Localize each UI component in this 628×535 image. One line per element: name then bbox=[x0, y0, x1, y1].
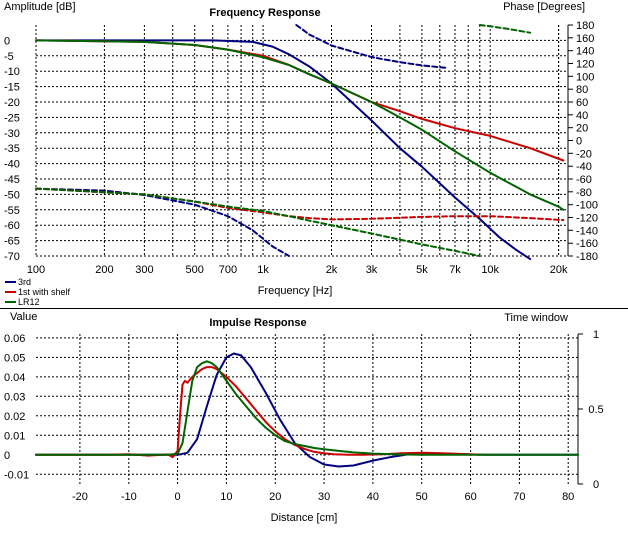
fr-x-tick-label: 3k bbox=[366, 264, 378, 276]
impulse-response-chart: Value Impulse Response Time window Dista… bbox=[4, 311, 604, 524]
fr-y-tick-label: -10 bbox=[4, 66, 20, 78]
fr-y2-tick-label: 160 bbox=[576, 33, 594, 45]
fr-x-tick-label: 500 bbox=[186, 264, 204, 276]
fr-y2-axis-label: Phase [Degrees] bbox=[503, 1, 585, 13]
fr-x-tick-label: 100 bbox=[27, 264, 45, 276]
fr-y-tick-label: -45 bbox=[4, 174, 20, 186]
ir-x-tick-label: 0 bbox=[175, 491, 181, 503]
fr-y2-tick-label: 180 bbox=[576, 20, 594, 32]
fr-y2-tick-label: 40 bbox=[576, 110, 588, 122]
fr-y2-tick-label: 100 bbox=[576, 71, 594, 83]
fr-y-axis-label: Amplitude [dB] bbox=[4, 1, 76, 13]
fr-series-3rd-phase-wrapped bbox=[295, 24, 449, 69]
legend-entry-lr12: LR12 bbox=[18, 297, 40, 307]
ir-y-tick-label: 0.06 bbox=[4, 333, 25, 345]
fr-y2-tick-label: 140 bbox=[576, 46, 594, 58]
fr-x-tick-label: 7k bbox=[449, 264, 461, 276]
fr-title: Frequency Response bbox=[209, 7, 320, 19]
ir-y2-axis-label: Time window bbox=[504, 312, 568, 324]
fr-y2-tick-label: 20 bbox=[576, 123, 588, 135]
fr-y-tick-label: -35 bbox=[4, 143, 20, 155]
fr-series-1st-with-shelf bbox=[35, 39, 565, 162]
fr-series-lr12-phase-wrapped bbox=[478, 24, 532, 34]
fr-x-tick-label: 5k bbox=[416, 264, 428, 276]
ir-x-tick-label: 30 bbox=[318, 491, 330, 503]
ir-x-tick-label: 40 bbox=[367, 491, 379, 503]
fr-grid bbox=[35, 25, 569, 257]
ir-x-tick-label: 10 bbox=[220, 491, 232, 503]
fr-series-3rd bbox=[35, 39, 532, 261]
ir-x-tick-label: -20 bbox=[72, 491, 88, 503]
ir-x-tick-label: 70 bbox=[513, 491, 525, 503]
fr-y-tick-label: -40 bbox=[4, 159, 20, 171]
ir-x-tick-label: -10 bbox=[121, 491, 137, 503]
ir-x-axis-label: Distance [cm] bbox=[271, 512, 338, 524]
ir-x-tick-label: 20 bbox=[269, 491, 281, 503]
fr-y-tick-label: -30 bbox=[4, 128, 20, 140]
fr-y2-tick-label: -140 bbox=[576, 225, 598, 237]
fr-y-tick-label: -20 bbox=[4, 97, 20, 109]
fr-x-tick-label: 2k bbox=[326, 264, 338, 276]
ir-y-tick-label: -0.01 bbox=[4, 469, 29, 481]
fr-x-tick-label: 300 bbox=[135, 264, 153, 276]
fr-y-tick-label: -55 bbox=[4, 205, 20, 217]
legend-entry-3rd: 3rd bbox=[18, 277, 31, 287]
ir-y2-tick-label: 0 bbox=[593, 479, 599, 491]
fr-x-axis-label: Frequency [Hz] bbox=[258, 285, 333, 297]
ir-x-tick-label: 80 bbox=[562, 491, 574, 503]
fr-y2-tick-label: -180 bbox=[576, 251, 598, 263]
fr-legend: 3rd 1st with shelf LR12 bbox=[5, 277, 71, 307]
fr-x-tick-label: 700 bbox=[219, 264, 237, 276]
fr-series-lr12-phase bbox=[35, 187, 481, 257]
fr-tick-labels: 0 -5 -10 -15 -20 -25 -30 -35 -40 -45 -50 -55 -60 -65 -… bbox=[4, 20, 598, 276]
legend-entry-1st-with-shelf: 1st with shelf bbox=[18, 287, 71, 297]
ir-y-tick-label: 0.02 bbox=[4, 411, 25, 423]
ir-grid bbox=[36, 334, 579, 484]
fr-x-tick-label: 10k bbox=[481, 264, 499, 276]
fr-y2-tick-label: 120 bbox=[576, 59, 594, 71]
fr-x-tick-label: 200 bbox=[95, 264, 113, 276]
fr-y2-tick-label: -160 bbox=[576, 238, 598, 250]
fr-x-tick-label: 20k bbox=[550, 264, 568, 276]
fr-x-tick-label: 1k bbox=[257, 264, 269, 276]
ir-y-tick-label: 0 bbox=[4, 450, 10, 462]
fr-y2-tick-label: 80 bbox=[576, 84, 588, 96]
fr-y2-tick-label: 60 bbox=[576, 97, 588, 109]
fr-y-tick-label: -70 bbox=[4, 251, 20, 263]
ir-series-lines bbox=[35, 352, 579, 468]
ir-y-tick-label: 0.04 bbox=[4, 372, 25, 384]
fr-y-tick-label: 0 bbox=[4, 35, 10, 47]
fr-y2-tick-label: 0 bbox=[576, 136, 582, 148]
fr-y-tick-label: -60 bbox=[4, 220, 20, 232]
fr-y2-tick-label: -100 bbox=[576, 200, 598, 212]
ir-y-axis-label: Value bbox=[10, 311, 37, 323]
fr-y-tick-label: -65 bbox=[4, 236, 20, 248]
fr-series-3rd-phase bbox=[35, 187, 290, 257]
ir-y-tick-label: 0.01 bbox=[4, 430, 25, 442]
fr-y-tick-label: -15 bbox=[4, 82, 20, 94]
ir-x-tick-label: 60 bbox=[464, 491, 476, 503]
ir-series-lr12 bbox=[35, 360, 579, 456]
ir-y-tick-label: 0.03 bbox=[4, 391, 25, 403]
frequency-response-chart: Amplitude [dB] Frequency Response Phase … bbox=[4, 1, 598, 307]
fr-y2-tick-label: -80 bbox=[576, 187, 592, 199]
fr-y-tick-label: -5 bbox=[4, 51, 14, 63]
ir-y-tick-label: 0.05 bbox=[4, 352, 25, 364]
ir-y2-tick-label: 0.5 bbox=[588, 404, 603, 416]
ir-title: Impulse Response bbox=[209, 317, 306, 329]
fr-series-lines bbox=[35, 24, 565, 261]
fr-y2-tick-label: -40 bbox=[576, 161, 592, 173]
ir-tick-labels: 0.06 0.05 0.04 0.03 0.02 0.01 0 -0.01 1 0.5 0 -20 -1… bbox=[4, 329, 604, 503]
ir-series-1st-with-shelf bbox=[35, 366, 482, 459]
fr-y2-tick-label: -60 bbox=[576, 174, 592, 186]
fr-y2-tick-label: -20 bbox=[576, 148, 592, 160]
ir-x-tick-label: 50 bbox=[416, 491, 428, 503]
fr-y2-tick-label: -120 bbox=[576, 213, 598, 225]
ir-y2-tick-label: 1 bbox=[593, 329, 599, 341]
fr-series-lr12 bbox=[35, 39, 565, 211]
fr-y-tick-label: -50 bbox=[4, 189, 20, 201]
fr-y-tick-label: -25 bbox=[4, 112, 20, 124]
